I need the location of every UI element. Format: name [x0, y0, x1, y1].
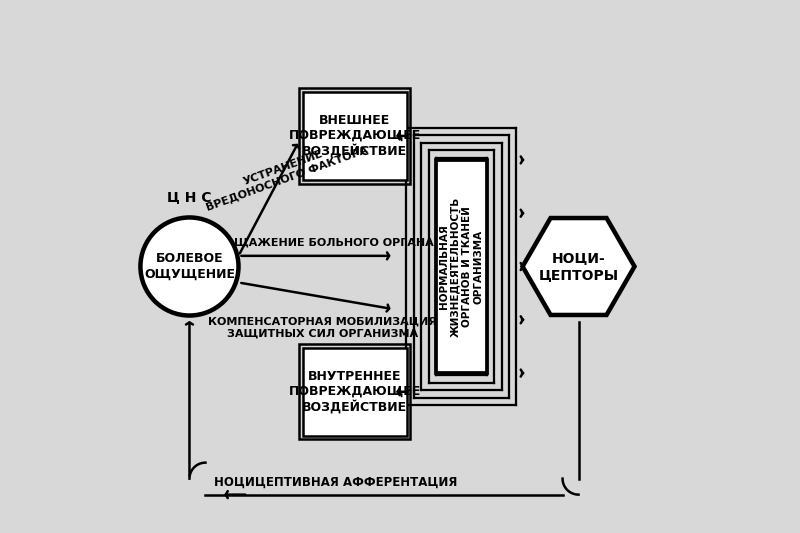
Bar: [299, 88, 410, 183]
Bar: [436, 160, 486, 373]
Text: ВНЕШНЕЕ
ПОВРЕЖДАЮЩЕЕ
ВОЗДЕЙСТВИЕ: ВНЕШНЕЕ ПОВРЕЖДАЮЩЕЕ ВОЗДЕЙСТВИЕ: [289, 114, 421, 158]
Text: НОЦИ-
ЦЕПТОРЫ: НОЦИ- ЦЕПТОРЫ: [538, 252, 618, 281]
Bar: [302, 92, 406, 180]
Text: НОРМАЛЬНАЯ
ЖИЗНЕДЕЯТЕЛЬНОСТЬ
ОРГАНОВ И ТКАНЕЙ
ОРГАНИЗМА: НОРМАЛЬНАЯ ЖИЗНЕДЕЯТЕЛЬНОСТЬ ОРГАНОВ И Т…: [439, 196, 484, 337]
Text: Ц Н С: Ц Н С: [167, 190, 212, 204]
Text: КОМПЕНСАТОРНАЯ МОБИЛИЗАЦИЯ
ЗАЩИТНЫХ СИЛ ОРГАНИЗМА: КОМПЕНСАТОРНАЯ МОБИЛИЗАЦИЯ ЗАЩИТНЫХ СИЛ …: [208, 317, 437, 338]
Circle shape: [141, 217, 238, 316]
Bar: [302, 348, 406, 436]
Text: НОЦИЦЕПТИВНАЯ АФФЕРЕНТАЦИЯ: НОЦИЦЕПТИВНАЯ АФФЕРЕНТАЦИЯ: [214, 476, 458, 489]
Text: УСТРАНЕНИЕ
ВРЕДОНОСНОГО ФАКТОРА: УСТРАНЕНИЕ ВРЕДОНОСНОГО ФАКТОРА: [201, 134, 370, 213]
Text: ВНУТРЕННЕЕ
ПОВРЕЖДАЮЩЕЕ
ВОЗДЕЙСТВИЕ: ВНУТРЕННЕЕ ПОВРЕЖДАЮЩЕЕ ВОЗДЕЙСТВИЕ: [289, 370, 421, 414]
Bar: [299, 344, 410, 439]
Polygon shape: [522, 218, 634, 315]
Text: БОЛЕВОЕ
ОЩУЩЕНИЕ: БОЛЕВОЕ ОЩУЩЕНИЕ: [144, 253, 235, 280]
Text: ЩАЖЕНИЕ БОЛЬНОГО ОРГАНА: ЩАЖЕНИЕ БОЛЬНОГО ОРГАНА: [234, 238, 434, 247]
